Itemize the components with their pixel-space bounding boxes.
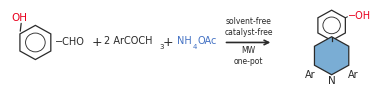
Text: −CHO: −CHO (55, 37, 85, 47)
Text: 3: 3 (159, 44, 164, 50)
Text: catalyst-free: catalyst-free (224, 29, 273, 37)
Text: 4: 4 (193, 44, 197, 50)
Text: Ar: Ar (305, 70, 316, 80)
Text: 2 ArCOCH: 2 ArCOCH (104, 36, 152, 46)
Text: OH: OH (11, 13, 28, 23)
Text: +: + (91, 36, 102, 49)
Text: N: N (328, 76, 336, 86)
Polygon shape (314, 37, 349, 75)
Text: OAc: OAc (198, 36, 217, 46)
Text: +: + (163, 36, 174, 49)
Text: MW: MW (241, 46, 256, 55)
Text: NH: NH (177, 36, 192, 46)
Text: Ar: Ar (347, 70, 358, 80)
Text: one-pot: one-pot (234, 57, 263, 66)
Text: solvent-free: solvent-free (225, 17, 271, 26)
Text: −OH: −OH (348, 11, 372, 21)
